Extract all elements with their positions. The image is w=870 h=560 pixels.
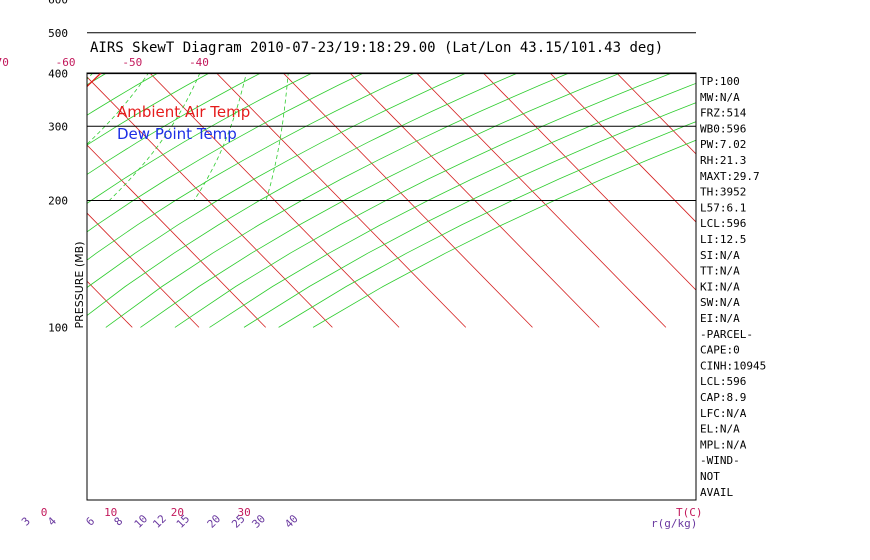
- stat-label: KI:N/A: [700, 280, 740, 293]
- moist-adiabat-line: [0, 0, 4, 201]
- mixing-ratio-tick-label: 3: [19, 515, 33, 529]
- stat-label: SI:N/A: [700, 249, 740, 262]
- top-temperature-tick-label: -40: [189, 56, 209, 69]
- stat-label: SW:N/A: [700, 296, 740, 309]
- moist-adiabat-line: [0, 0, 137, 201]
- mixing-ratio-line: [284, 73, 286, 74]
- isotherm-line: [549, 73, 696, 223]
- stat-label: LI:12.5: [700, 233, 746, 246]
- dew-point-temp-series: [0, 0, 75, 327]
- stat-label: PW:7.02: [700, 138, 746, 151]
- top-temperature-tick-label: -70: [0, 56, 9, 69]
- mixing-ratio-line: [306, 73, 308, 74]
- y-axis-label: PRESSURE (MB): [73, 242, 86, 329]
- ambient-air-temp-point: [17, 159, 19, 161]
- moist-adiabat-line: [87, 73, 94, 80]
- mixing-ratio-tick-label: 6: [83, 515, 97, 529]
- mixing-ratio-tick-label: 4: [45, 514, 59, 528]
- isotherm-line: [282, 73, 533, 328]
- pressure-tick-label: 300: [48, 120, 68, 133]
- dry-adiabat-line: [87, 73, 519, 316]
- legend-ambient-air-temp: Ambient Air Temp: [117, 103, 250, 121]
- stat-label: NOT: [700, 470, 720, 483]
- isotherm-line: [349, 73, 600, 328]
- mixing-ratio-tick-label: 40: [282, 512, 301, 531]
- stat-label: MAXT:29.7: [700, 170, 760, 183]
- pressure-tick-label: 400: [48, 68, 68, 81]
- top-temperature-tick-label: -50: [122, 56, 142, 69]
- dry-adiabat-line: [87, 73, 416, 261]
- dry-adiabat-line: [0, 0, 2, 327]
- dry-adiabat-line: [0, 0, 70, 327]
- stat-label: FRZ:514: [700, 107, 747, 120]
- mixing-ratio-tick-label: 12: [150, 512, 169, 531]
- mixing-ratio-tick-label: 30: [249, 512, 268, 531]
- dry-adiabat-line: [140, 73, 622, 328]
- stat-label: CAPE:0: [700, 344, 740, 357]
- bottom-temperature-tick-label: 0: [41, 506, 48, 519]
- stat-label: CAP:8.9: [700, 391, 746, 404]
- mixing-ratio-tick-label: 10: [132, 512, 151, 531]
- bottom-temperature-tick-label: 20: [171, 506, 184, 519]
- moist-adiabat-line: [0, 0, 84, 201]
- pressure-tick-label: 100: [48, 321, 68, 334]
- dry-adiabat-line: [87, 73, 314, 204]
- dry-adiabat-line: [105, 73, 571, 328]
- stat-label: CINH:10945: [700, 359, 766, 372]
- stat-label: MW:N/A: [700, 91, 740, 104]
- legend-dew-point-temp: Dew Point Temp: [117, 125, 237, 143]
- bottom-temperature-tick-label: 10: [104, 506, 117, 519]
- stat-label: -WIND-: [700, 454, 740, 467]
- isotherm-line: [87, 212, 200, 328]
- isotherm-line: [215, 73, 467, 328]
- plot-frame: [86, 72, 697, 501]
- chart-title: AIRS SkewT Diagram 2010-07-23/19:18:29.0…: [90, 40, 663, 56]
- isotherm-line: [87, 144, 266, 328]
- pressure-tick-label: 200: [48, 195, 68, 208]
- pressure-tick-label: 600: [48, 0, 68, 6]
- moist-adiabat-line: [87, 73, 149, 145]
- isotherm-line: [0, 0, 66, 327]
- dry-adiabat-line: [174, 73, 673, 328]
- stat-label: TT:N/A: [700, 265, 740, 278]
- stat-label: AVAIL: [700, 486, 733, 499]
- mixing-ratio-line: [353, 73, 355, 74]
- isotherm-line: [87, 76, 333, 328]
- moist-adiabat-line: [0, 0, 31, 201]
- mixing-ratio-tick-label: 8: [112, 515, 126, 529]
- stat-label: LCL:596: [700, 217, 746, 230]
- pressure-tick-label: 500: [48, 27, 68, 40]
- dry-adiabat-line: [278, 121, 696, 328]
- moist-adiabat-line: [265, 73, 289, 201]
- stat-label: WB0:596: [700, 122, 746, 135]
- isotherm-line: [482, 73, 696, 291]
- mixing-ratio-line: [324, 73, 326, 74]
- stat-label: L57:6.1: [700, 201, 746, 214]
- dry-adiabat-line: [312, 139, 696, 328]
- dry-adiabat-line: [87, 73, 262, 175]
- mixing-ratio-unit-label: r(g/kg): [651, 517, 697, 530]
- stat-label: MPL:N/A: [700, 438, 747, 451]
- stat-label: EL:N/A: [700, 423, 740, 436]
- dry-adiabat-line: [243, 102, 696, 328]
- isotherm-line: [416, 73, 667, 328]
- stat-label: TP:100: [700, 75, 740, 88]
- isotherm-line: [616, 73, 696, 155]
- x-axis-unit-label: T(C): [676, 506, 703, 519]
- moist-adiabat-line: [0, 0, 164, 201]
- bottom-temperature-tick-label: 30: [237, 506, 250, 519]
- stat-label: EI:N/A: [700, 312, 740, 325]
- mixing-ratio-tick-label: 20: [205, 512, 224, 531]
- stat-label: RH:21.3: [700, 154, 746, 167]
- dry-adiabat-line: [87, 73, 468, 289]
- stat-label: LCL:596: [700, 375, 746, 388]
- top-temperature-tick-label: -60: [56, 56, 76, 69]
- stat-label: TH:3952: [700, 186, 746, 199]
- ambient-air-temp-point: [44, 125, 46, 127]
- dry-adiabat-line: [209, 82, 696, 328]
- stat-label: -PARCEL-: [700, 328, 753, 341]
- dry-adiabat-line: [87, 73, 365, 233]
- stat-label: LFC:N/A: [700, 407, 747, 420]
